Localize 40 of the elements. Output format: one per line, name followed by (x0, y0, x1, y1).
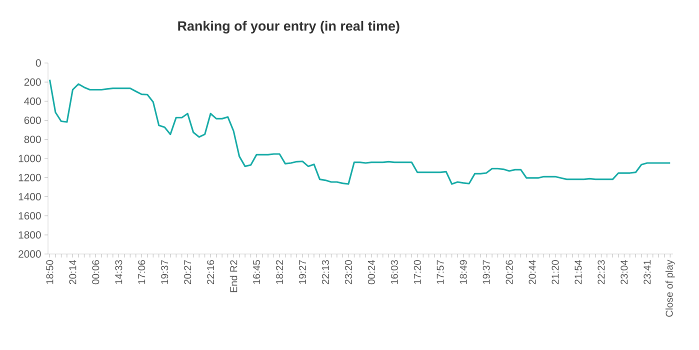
x-tick-label: 14:33 (115, 260, 122, 284)
x-tick-label: 22:13 (322, 260, 329, 284)
y-tick-label: 1600 (18, 212, 41, 220)
x-tick-label: End R2 (230, 260, 238, 292)
x-tick-label: 23:20 (344, 260, 352, 284)
x-tick-label: 18:49 (460, 260, 467, 284)
x-tick-label: 19:37 (482, 260, 490, 284)
x-tick-label: 21:20 (552, 260, 559, 284)
y-tick-label: 1800 (18, 231, 41, 239)
x-tick-label: 20:44 (528, 260, 536, 284)
x-tick-label: 22:23 (598, 260, 605, 284)
x-tick-label: 20:26 (506, 260, 513, 284)
y-tick-label: 600 (24, 116, 41, 124)
y-tick-label: 1000 (18, 154, 41, 162)
x-tick-label: 00:06 (92, 260, 100, 284)
chart-title: Ranking of your entry (in real time) (178, 20, 400, 34)
y-tick-label: 800 (24, 136, 41, 144)
y-tick-label: 2000 (18, 250, 41, 258)
x-tick-label: 20:27 (184, 260, 192, 284)
x-tick-label: 16:03 (390, 260, 398, 284)
x-tick-label: 17:06 (138, 260, 146, 284)
x-tick-label: 00:24 (368, 260, 375, 284)
x-tick-label: 16:45 (253, 260, 260, 284)
y-tick-label: 0 (36, 59, 41, 67)
x-tick-label: 21:54 (574, 260, 582, 284)
y-tick-label: 400 (24, 98, 41, 105)
x-tick-label: 19:27 (298, 260, 306, 284)
x-tick-label: 18:22 (276, 260, 284, 284)
x-tick-label: 20:14 (69, 260, 76, 284)
x-tick-label: 23:41 (644, 260, 651, 284)
x-tick-label: 18:50 (46, 260, 54, 284)
y-tick-label: 1200 (18, 174, 41, 182)
x-tick-label: 23:04 (620, 260, 628, 284)
y-tick-label: 1400 (18, 193, 41, 200)
x-tick-label: Close of play (666, 260, 675, 317)
y-tick-label: 200 (24, 78, 41, 86)
x-tick-label: 22:16 (207, 260, 214, 284)
x-tick-label: 17:57 (436, 260, 444, 284)
x-tick-label: 17:20 (414, 260, 421, 284)
x-tick-label: 19:37 (161, 260, 168, 284)
